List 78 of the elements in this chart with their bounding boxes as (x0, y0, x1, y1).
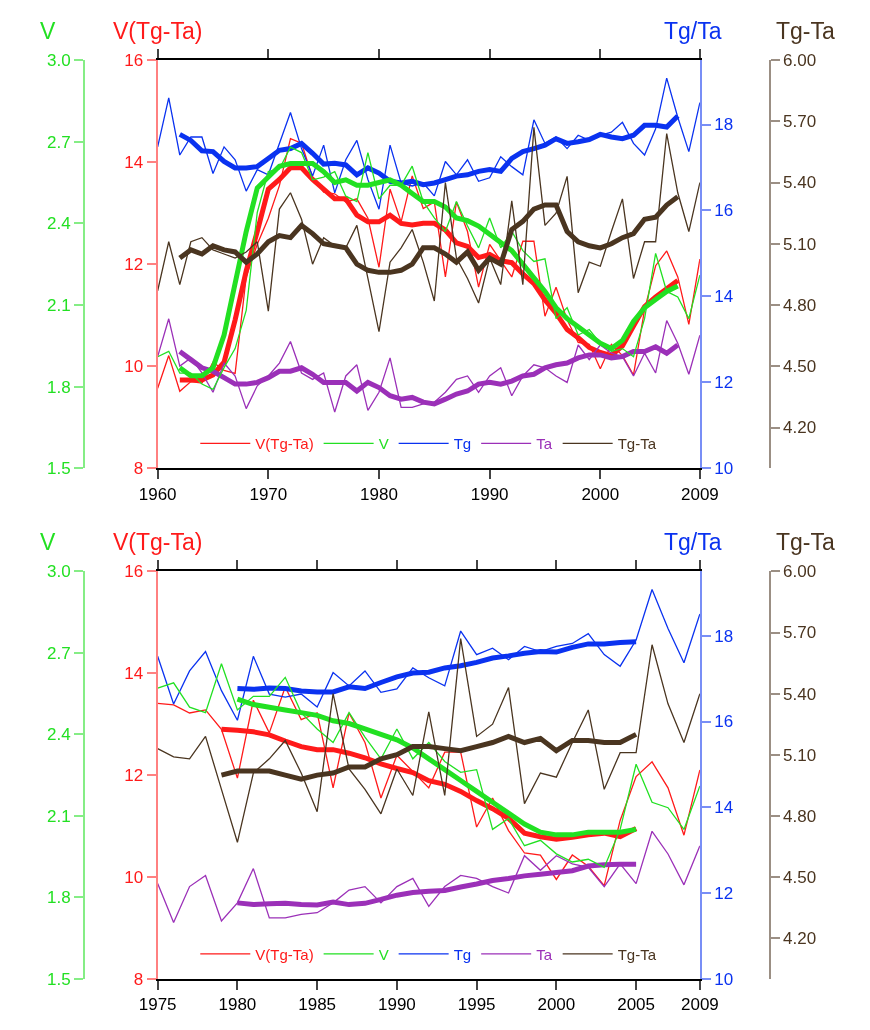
x-tick-label: 2009 (680, 995, 719, 1015)
y-tick-label: 5.10 (783, 745, 817, 765)
x-tick-label: 1995 (457, 995, 496, 1015)
y3-tick-label: 2.4 (46, 214, 71, 234)
y-tick-label: 14 (124, 664, 144, 684)
y-tick-label: 4.20 (783, 418, 817, 438)
y3-tick-label: 3.0 (46, 50, 71, 70)
x-tick-label: 2009 (680, 484, 719, 504)
y3-axis-title: V (40, 18, 56, 44)
x-tick-label: 2000 (581, 484, 620, 504)
y-tick-label: 5.70 (783, 623, 817, 643)
y-tick-label: 10 (124, 357, 144, 377)
y-tick-label: 8 (133, 969, 144, 989)
y3-tick-label: 2.7 (46, 132, 71, 152)
y-tick-label: 4.80 (783, 295, 817, 315)
x-tick-label: 1980 (360, 484, 398, 504)
x-tick-label: 1970 (249, 484, 288, 504)
legend-label: Tg-Ta (617, 435, 657, 453)
y-tick-label: 5.10 (783, 234, 817, 254)
y-axis-title: Tg-Ta (776, 18, 835, 44)
y-axis-title: Tg-Ta (776, 529, 835, 555)
y2-tick-label: 16 (714, 201, 734, 221)
y-tick-label: 12 (124, 255, 144, 275)
y-tick-label: 8 (133, 459, 144, 479)
y3-tick-label: 2.4 (46, 725, 71, 745)
y-tick-label: 14 (124, 153, 144, 173)
y-tick-label: 5.40 (783, 173, 817, 193)
y-tick-label: 12 (124, 766, 144, 786)
y2-axis-title: Tg/Ta (664, 18, 722, 44)
legend-label: V (378, 435, 389, 453)
legend-label: Ta (536, 945, 553, 963)
y2-tick-label: 14 (714, 287, 734, 307)
x-tick-label: 1975 (138, 995, 177, 1015)
y3-tick-label: 1.5 (46, 969, 71, 989)
y3-tick-label: 3.0 (46, 562, 71, 582)
y2-tick-label: 10 (714, 459, 734, 479)
y3-tick-label: 2.1 (46, 295, 71, 315)
y3-tick-label: 2.7 (46, 643, 71, 663)
x-tick-label: 1990 (470, 484, 509, 504)
y-tick-label: 4.50 (783, 867, 817, 887)
y2-tick-label: 16 (714, 712, 734, 732)
y3-tick-label: 1.8 (46, 377, 71, 397)
y2-tick-label: 18 (714, 115, 734, 135)
y2-tick-label: 10 (714, 969, 734, 989)
y-axis-title: V(Tg-Ta) (113, 529, 203, 555)
y-tick-label: 5.70 (783, 112, 817, 132)
y3-tick-label: 2.1 (46, 806, 71, 826)
legend-label: V (378, 945, 389, 963)
legend-label: Tg (453, 435, 472, 453)
legend-label: V(Tg-Ta) (255, 945, 314, 963)
x-tick-label: 1990 (377, 995, 416, 1015)
y2-tick-label: 14 (714, 798, 734, 818)
x-tick-label: 2000 (537, 995, 576, 1015)
y-tick-label: 4.80 (783, 806, 817, 826)
y-tick-label: 6.00 (783, 562, 817, 582)
x-tick-label: 1985 (298, 995, 337, 1015)
y-tick-label: 16 (124, 562, 144, 582)
y2-tick-label: 12 (714, 883, 734, 903)
y-tick-label: 16 (124, 50, 144, 70)
y-tick-label: 10 (124, 867, 144, 887)
legend-label: Ta (536, 435, 553, 453)
y-tick-label: 5.40 (783, 684, 817, 704)
x-tick-label: 1980 (218, 995, 257, 1015)
y-axis-title: V(Tg-Ta) (113, 18, 203, 44)
legend-label: Tg (453, 945, 472, 963)
x-tick-label: 1960 (138, 484, 177, 504)
y3-tick-label: 1.5 (46, 459, 71, 479)
y-tick-label: 4.20 (783, 928, 817, 948)
legend-label: V(Tg-Ta) (255, 435, 314, 453)
y2-tick-label: 18 (714, 626, 734, 646)
y2-tick-label: 12 (714, 373, 734, 393)
legend-label: Tg-Ta (617, 945, 657, 963)
y3-axis-title: V (40, 529, 56, 555)
y2-axis-title: Tg/Ta (664, 529, 722, 555)
y-tick-label: 6.00 (783, 50, 817, 70)
y-tick-label: 4.50 (783, 357, 817, 377)
x-tick-label: 2005 (617, 995, 656, 1015)
y3-tick-label: 1.8 (46, 888, 71, 908)
